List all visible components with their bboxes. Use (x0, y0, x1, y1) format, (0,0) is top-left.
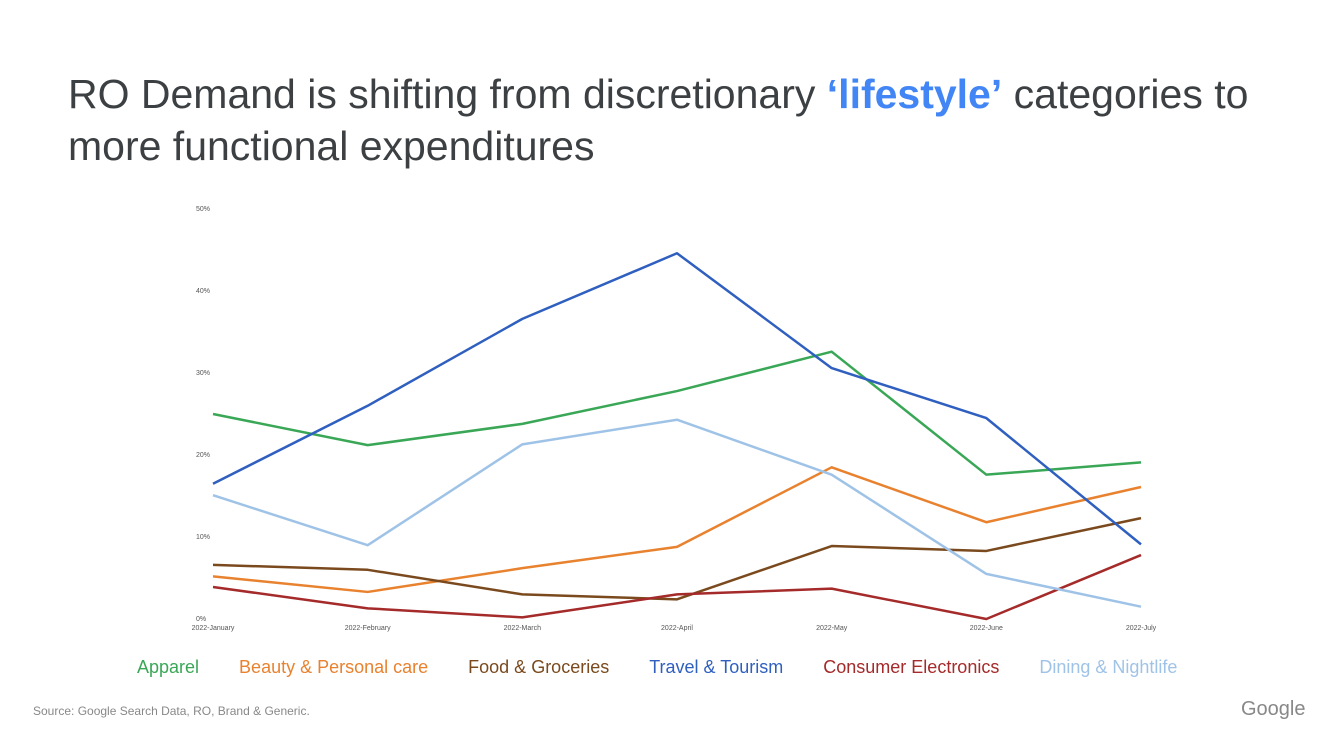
legend: Apparel Beauty & Personal care Food & Groc… (137, 657, 1177, 678)
legend-entry: Apparel (137, 657, 200, 677)
series-line (212, 418, 1142, 608)
y-tick-label: 50% (196, 206, 210, 213)
source-note: Source: Google Search Data, RO, Brand & … (33, 704, 310, 718)
x-tick-label: 2022-March (504, 625, 541, 632)
x-tick-label: 2022-June (970, 625, 1003, 632)
y-tick-label: 40% (196, 288, 210, 295)
series-line (212, 466, 1142, 594)
y-tick-label: 10% (196, 534, 210, 541)
series-line (212, 350, 1142, 476)
legend-entry: Consumer Electronics (823, 657, 1000, 677)
title-highlight: ‘lifestyle’ (826, 71, 1003, 117)
legend-entry: Travel & Tourism (649, 657, 784, 677)
x-tick-label: 2022-April (661, 625, 693, 632)
title-part: categories to more functional expenditur… (68, 71, 1249, 169)
y-tick-label: 30% (196, 370, 210, 377)
x-tick-label: 2022-July (1126, 625, 1157, 632)
legend-entry: Food & Groceries (468, 657, 610, 677)
y-tick-label: 0% (196, 616, 206, 623)
x-tick-label: 2022-February (345, 625, 391, 632)
chart: 0% 10% 20% 30% 40% 50% 2022-January 2022-Februa… (192, 206, 1157, 632)
slide-title: RO Demand is shifting from discretionary… (68, 68, 1333, 172)
x-tick-label: 2022-January (192, 625, 235, 632)
title-part: RO Demand is shifting from discretionary (68, 71, 816, 117)
y-tick-label: 20% (196, 452, 210, 459)
series-line (212, 516, 1142, 601)
series-line (212, 553, 1142, 621)
x-tick-label: 2022-May (816, 625, 848, 632)
series-line (212, 252, 1142, 546)
legend-entry: Dining & Nightlife (1039, 657, 1178, 677)
logo: Google (1241, 698, 1306, 720)
legend-entry: Beauty & Personal care (239, 657, 429, 677)
